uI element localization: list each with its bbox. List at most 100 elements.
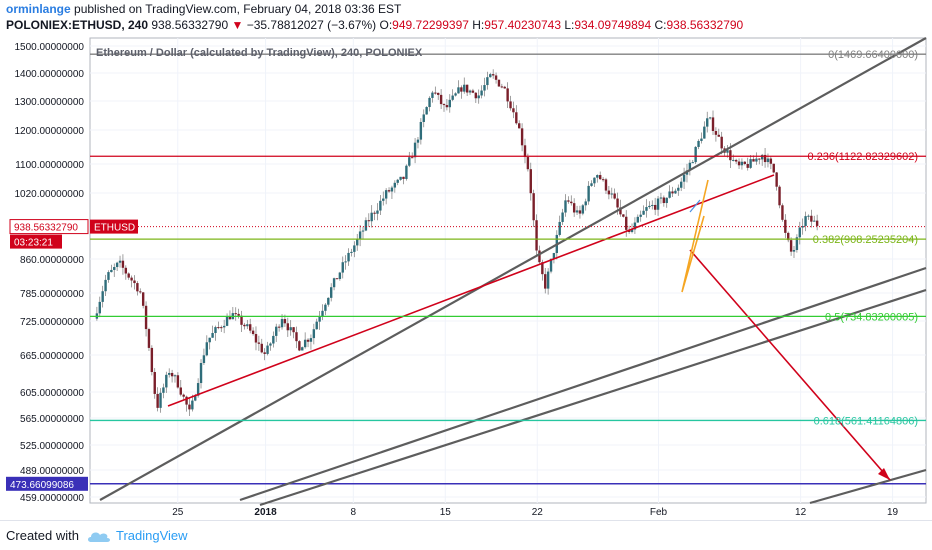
candle-body bbox=[289, 327, 292, 331]
candle-body bbox=[347, 252, 350, 262]
candle-body bbox=[494, 75, 498, 80]
x-tick-label: Feb bbox=[650, 507, 668, 518]
fib-level-label: 0(1469.66400000) bbox=[828, 49, 918, 61]
candle-body bbox=[616, 198, 619, 208]
last-price-label: 938.56332790 bbox=[14, 223, 78, 234]
candle-body bbox=[778, 186, 781, 206]
trend-line bbox=[259, 288, 927, 507]
candle-body bbox=[442, 104, 446, 106]
candle-body bbox=[248, 324, 252, 331]
trend-line bbox=[809, 468, 927, 505]
candle-body bbox=[700, 138, 703, 141]
candle-body bbox=[428, 97, 431, 108]
candle-body bbox=[318, 316, 321, 322]
high-value: 957.40230743 bbox=[484, 18, 562, 32]
candle-body bbox=[732, 159, 735, 161]
close-value: 938.56332790 bbox=[666, 18, 744, 32]
candle-body bbox=[170, 372, 174, 377]
candle-body bbox=[179, 387, 182, 395]
time-axis: 25 2018 8 15 22 Feb 12 19 bbox=[172, 507, 898, 518]
candle-body bbox=[656, 198, 660, 210]
candle-body bbox=[465, 84, 469, 93]
candle-body bbox=[159, 392, 162, 408]
candle-body bbox=[196, 383, 200, 396]
candle-body bbox=[419, 121, 423, 140]
low-value: 934.09749894 bbox=[574, 18, 652, 32]
candle-body bbox=[755, 158, 758, 162]
candle-body bbox=[254, 334, 258, 343]
candle-body bbox=[358, 231, 362, 239]
candle-body bbox=[740, 161, 744, 166]
y-tick-label: 1020.00000000 bbox=[14, 189, 84, 200]
candle-body bbox=[518, 123, 521, 129]
candle-body bbox=[630, 229, 634, 233]
candle-body bbox=[639, 214, 642, 217]
x-tick-label: 2018 bbox=[254, 507, 277, 518]
candle-body bbox=[454, 93, 457, 96]
x-tick-label: 8 bbox=[351, 507, 357, 518]
candle-body bbox=[463, 84, 466, 92]
candle-body bbox=[567, 200, 570, 202]
trend-line bbox=[99, 37, 927, 501]
candle-body bbox=[263, 352, 266, 354]
small-arrow bbox=[689, 199, 701, 213]
candle-body bbox=[763, 154, 767, 163]
candle-body bbox=[202, 355, 206, 363]
symbol-line: POLONIEX:ETHUSD, 240 938.56332790 ▼ −35.… bbox=[6, 18, 743, 32]
candle-body bbox=[578, 210, 582, 214]
candle-body bbox=[176, 375, 180, 388]
candle-body bbox=[532, 193, 535, 221]
candle-body bbox=[356, 238, 359, 246]
y-tick-label: 1500.00000000 bbox=[14, 42, 84, 53]
candle-body bbox=[477, 95, 480, 99]
candle-body bbox=[315, 321, 318, 330]
symbol-tag bbox=[90, 219, 138, 234]
low-label: L: bbox=[564, 18, 575, 32]
y-tick-label: 1100.00000000 bbox=[15, 160, 84, 171]
candle-body bbox=[760, 154, 764, 160]
candle-body bbox=[324, 304, 327, 311]
candle-body bbox=[373, 212, 376, 214]
candle-body bbox=[156, 393, 159, 408]
candle-body bbox=[546, 271, 550, 289]
candle-body bbox=[416, 139, 420, 143]
candle-body bbox=[758, 158, 761, 160]
candle-body bbox=[807, 215, 810, 217]
candle-body bbox=[309, 338, 313, 342]
candle-body bbox=[590, 183, 593, 186]
candle-body bbox=[234, 313, 237, 315]
candle-body bbox=[387, 190, 391, 192]
candle-body bbox=[408, 157, 411, 166]
candle-body bbox=[491, 74, 495, 76]
candle-body bbox=[133, 280, 136, 284]
candle-body bbox=[243, 324, 246, 327]
candle-body bbox=[789, 240, 793, 252]
candle-body bbox=[277, 326, 281, 328]
candle-body bbox=[497, 79, 501, 87]
candle-body bbox=[367, 220, 370, 222]
candle-body bbox=[217, 327, 220, 329]
candle-body bbox=[746, 163, 749, 168]
y-tick-label: 459.00000000 bbox=[20, 493, 84, 504]
candle-body bbox=[124, 267, 128, 274]
candle-body bbox=[144, 305, 148, 330]
candle-body bbox=[327, 297, 330, 305]
tradingview-cloud-icon bbox=[88, 532, 110, 542]
candle-body bbox=[257, 342, 261, 344]
author-link[interactable]: orminlange bbox=[6, 2, 71, 16]
candle-body bbox=[460, 87, 463, 92]
candle-body bbox=[228, 316, 232, 320]
x-tick-label: 19 bbox=[887, 507, 899, 518]
candle-body bbox=[292, 327, 295, 333]
candle-body bbox=[570, 201, 573, 204]
candle-body bbox=[726, 150, 729, 153]
candle-body bbox=[769, 158, 773, 164]
y-tick-label: 1300.00000000 bbox=[14, 97, 84, 108]
candle-body bbox=[810, 215, 813, 222]
candle-body bbox=[815, 220, 819, 226]
x-tick-label: 22 bbox=[532, 507, 544, 518]
symbol-name: POLONIEX:ETHUSD, 240 bbox=[6, 18, 149, 32]
candle-body bbox=[703, 126, 706, 139]
tradingview-brand-link[interactable]: TradingView bbox=[116, 528, 188, 543]
